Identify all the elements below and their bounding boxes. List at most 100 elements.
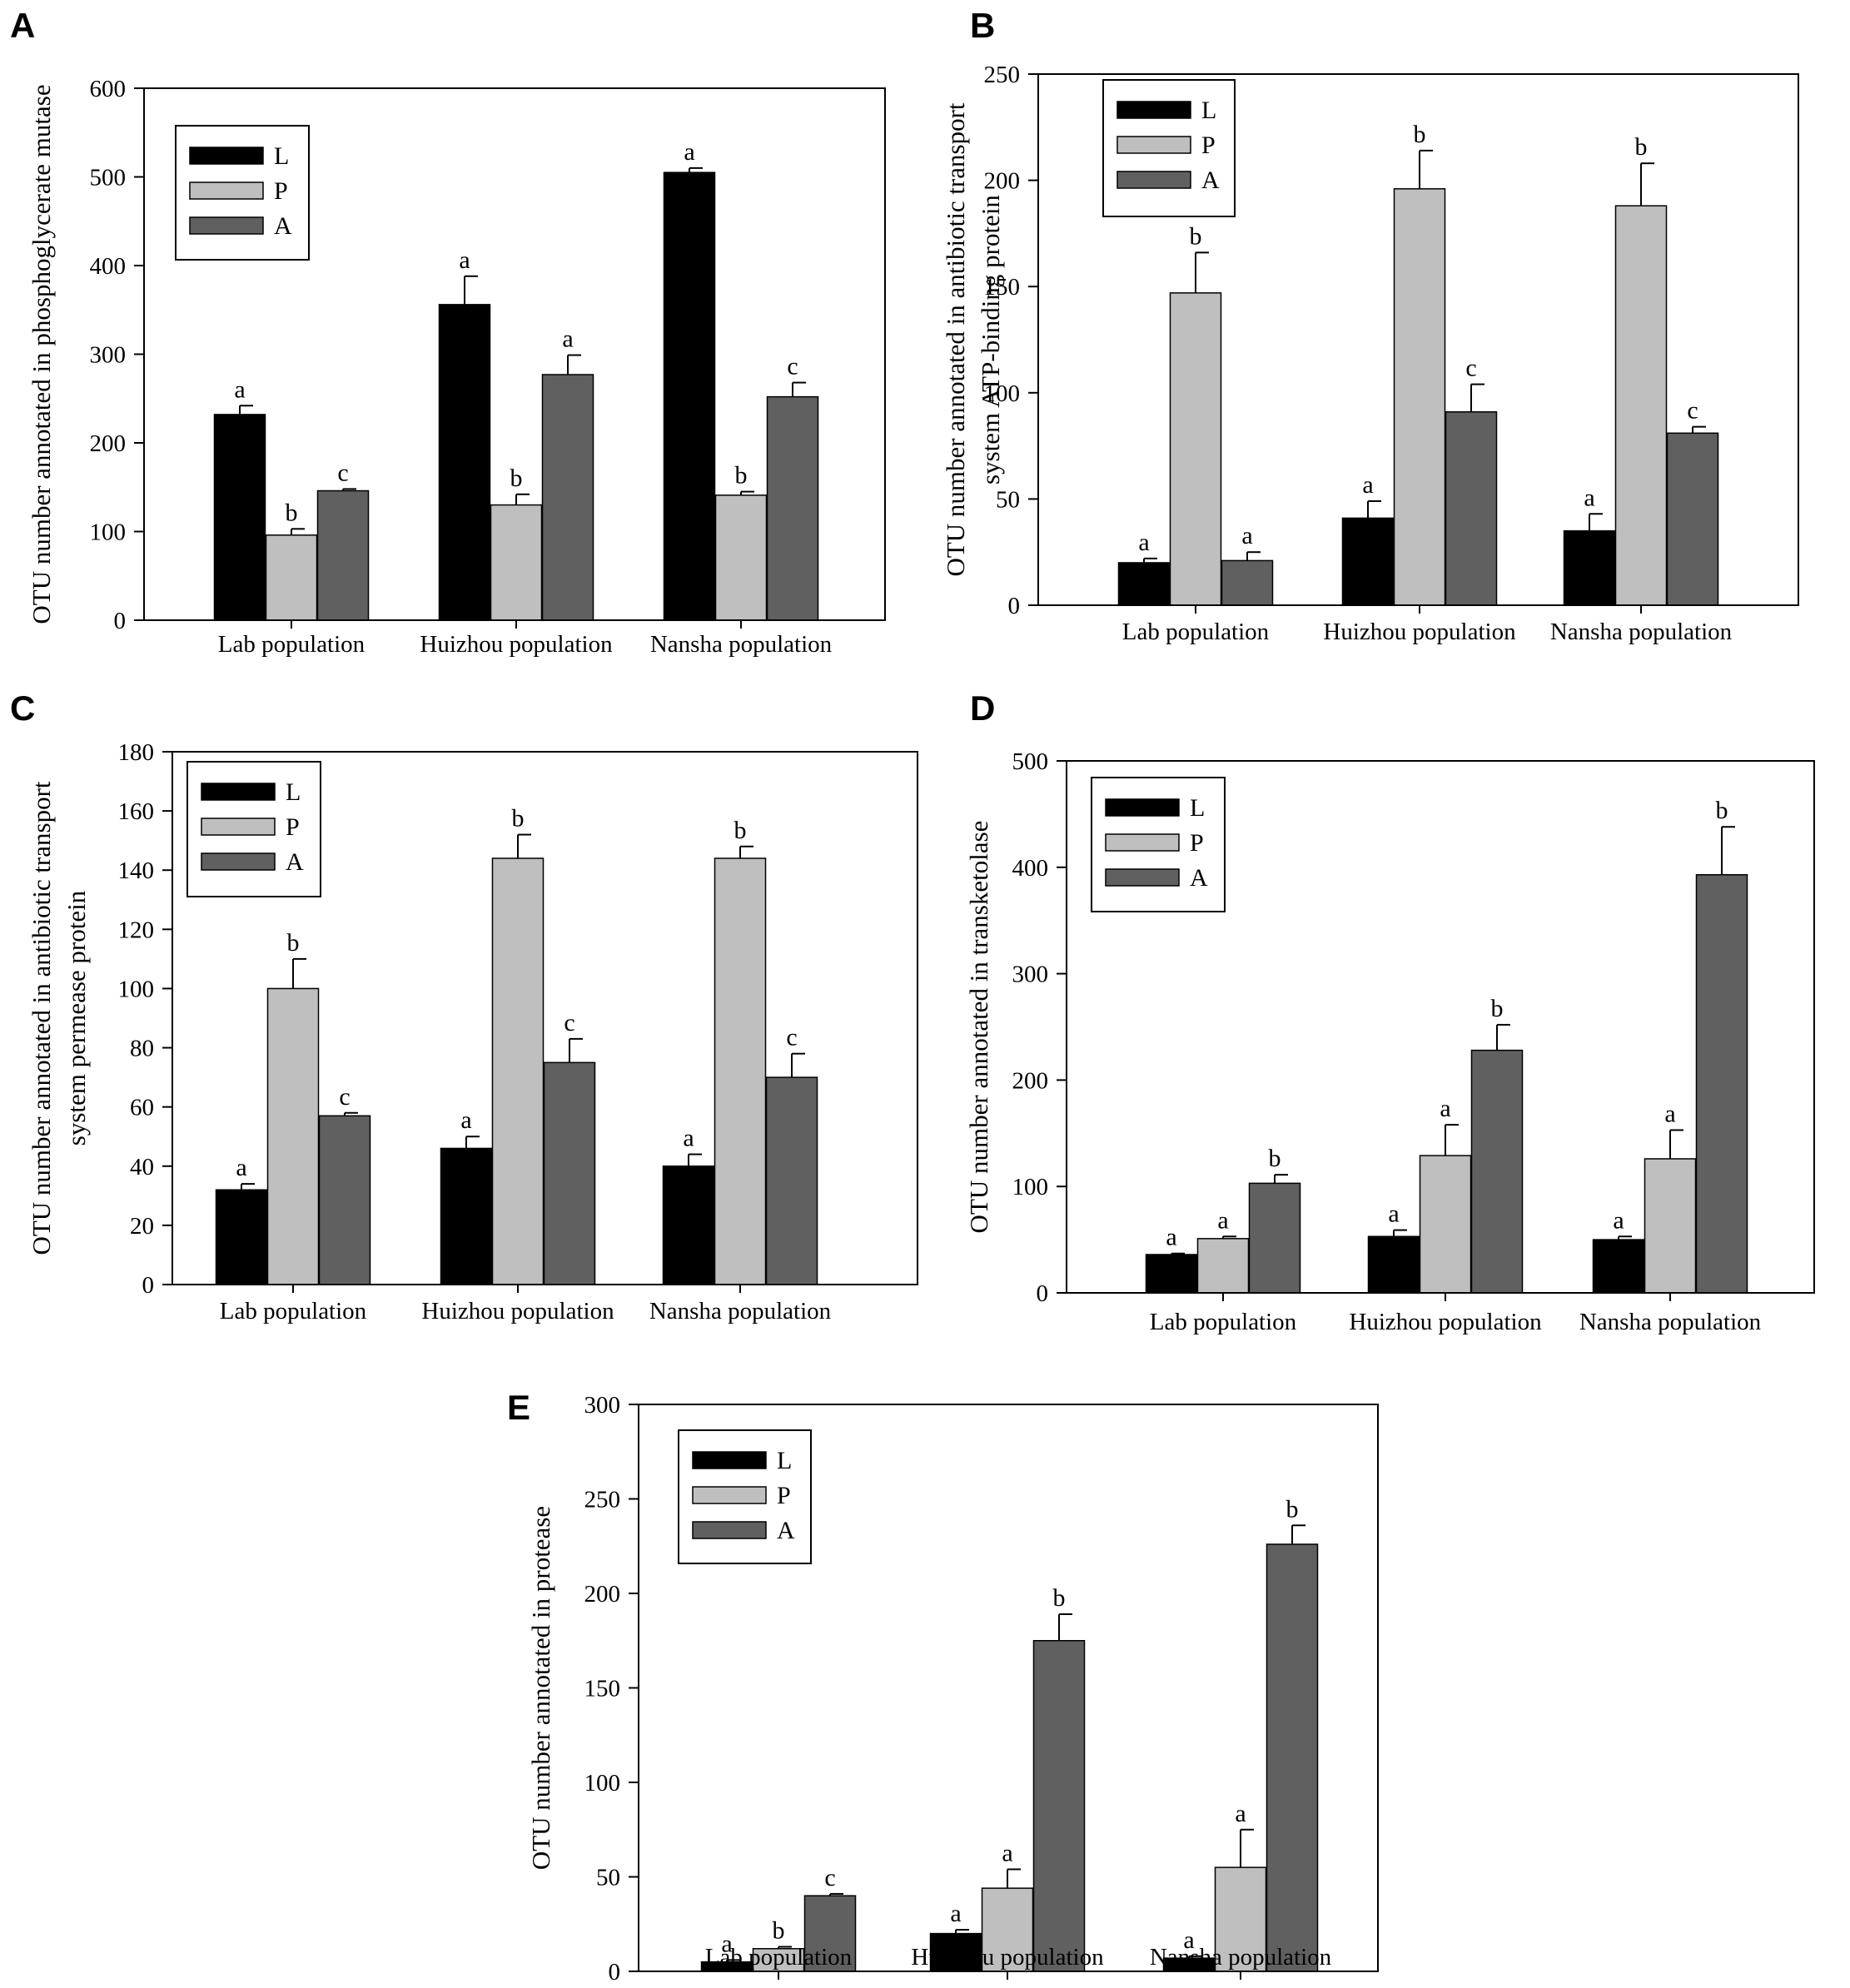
panel-c: Ca a a b b b c c c 0 20 40 60 80 100 120 140 160 180 Lab po… xyxy=(10,688,918,1325)
y-axis-label: OTU number annotated in antibiotic trans… xyxy=(941,102,970,576)
bar-l-2 xyxy=(663,171,716,621)
legend-swatch-p xyxy=(201,818,276,836)
significance-letter: b xyxy=(287,929,300,957)
significance-letter: a xyxy=(1217,1206,1228,1234)
plot-frame xyxy=(1037,73,1799,606)
legend-label-p: P xyxy=(286,813,300,841)
y-axis-label: system ATP-binding protein xyxy=(976,195,1005,485)
bar-a-0 xyxy=(803,1895,857,1972)
significance-letter: a xyxy=(1440,1095,1450,1122)
legend-label-a: A xyxy=(1190,864,1208,892)
bar-l-2 xyxy=(662,1165,715,1285)
significance-letter: a xyxy=(683,1125,694,1152)
panel-b: Ba a a b b b a c c 0 50 100 150 200 250 Lab population H… xyxy=(941,6,1799,645)
legend-label-a: A xyxy=(286,848,304,876)
significance-letter: b xyxy=(773,1916,785,1944)
panel-letter: B xyxy=(970,6,995,45)
significance-letter: b xyxy=(510,465,523,492)
bar-a-2 xyxy=(1266,1543,1319,1972)
bar-p-2 xyxy=(714,495,768,621)
y-tick-label: 160 xyxy=(118,798,155,825)
significance-letter: b xyxy=(1286,1495,1299,1523)
y-tick-label: 300 xyxy=(1012,962,1049,988)
bar-l-0 xyxy=(215,1189,268,1285)
panel-letter: E xyxy=(507,1388,530,1427)
x-category-label: Huizhou population xyxy=(420,631,613,658)
x-category-label: Huizhou population xyxy=(421,1298,614,1325)
significance-letter: b xyxy=(735,462,748,490)
bar-p-0 xyxy=(265,534,318,621)
y-tick-label: 0 xyxy=(114,608,127,634)
y-tick-label: 0 xyxy=(1037,1280,1049,1307)
legend: LPA xyxy=(678,1429,812,1564)
legend: LPA xyxy=(175,125,310,261)
bar-l-0 xyxy=(1117,562,1171,606)
significance-letter: a xyxy=(1138,529,1149,556)
bar-l-1 xyxy=(1367,1235,1420,1294)
bar-l-1 xyxy=(440,1147,493,1285)
x-category-label: Lab population xyxy=(1150,1309,1297,1335)
panel-d: Da a a a a a b b b 0 100 200 300 400 500 Lab population… xyxy=(964,688,1815,1335)
bar-l-0 xyxy=(213,414,266,621)
significance-letter: a xyxy=(562,326,573,353)
legend-swatch-l xyxy=(1105,798,1180,817)
significance-letter: c xyxy=(1687,397,1698,425)
panel-letter: A xyxy=(10,6,35,45)
y-axis-label: OTU number annotated in protease xyxy=(526,1506,555,1870)
legend-swatch-l xyxy=(692,1451,767,1469)
y-tick-label: 60 xyxy=(130,1095,154,1121)
panel-a: Aa a a b b b c a c 0 100 200 300 400 500 600 Lab populat… xyxy=(10,6,886,658)
bar-a-0 xyxy=(1221,559,1274,606)
y-tick-label: 100 xyxy=(984,380,1021,407)
bar-a-1 xyxy=(543,1061,596,1285)
bar-p-1 xyxy=(491,857,545,1285)
y-tick-label: 80 xyxy=(130,1036,154,1062)
y-tick-label: 180 xyxy=(118,739,155,766)
bar-a-2 xyxy=(766,395,819,621)
bar-p-2 xyxy=(1644,1158,1697,1294)
bar-p-0 xyxy=(1196,1238,1250,1294)
legend-label-l: L xyxy=(1201,97,1216,124)
x-category-label: Nansha population xyxy=(1550,619,1733,645)
legend-label-l: L xyxy=(274,142,289,170)
legend-label-a: A xyxy=(1201,166,1220,194)
significance-letter: c xyxy=(339,1083,350,1111)
bar-p-1 xyxy=(1393,188,1446,606)
significance-letter: a xyxy=(1362,471,1373,499)
x-category-label: Nansha population xyxy=(649,1298,832,1325)
significance-letter: c xyxy=(1465,355,1476,382)
y-tick-label: 20 xyxy=(130,1213,154,1240)
x-category-label: Nansha population xyxy=(650,631,833,658)
legend-swatch-a xyxy=(1105,868,1180,887)
y-tick-label: 200 xyxy=(1012,1067,1049,1094)
x-category-label: Lab population xyxy=(220,1298,367,1325)
legend-swatch-p xyxy=(189,181,264,200)
y-tick-label: 100 xyxy=(584,1770,621,1797)
legend-label-a: A xyxy=(777,1517,795,1544)
legend-swatch-p xyxy=(1105,833,1180,852)
y-tick-label: 300 xyxy=(90,342,127,369)
bar-l-2 xyxy=(1592,1239,1645,1294)
significance-letter: b xyxy=(1635,133,1648,161)
bar-a-2 xyxy=(1666,432,1719,606)
bar-a-1 xyxy=(1032,1640,1086,1972)
significance-letter: a xyxy=(950,1900,961,1927)
bar-l-1 xyxy=(929,1932,982,1972)
significance-letter: a xyxy=(234,375,245,403)
x-category-label: Huizhou population xyxy=(911,1944,1104,1971)
y-tick-label: 400 xyxy=(1012,855,1049,882)
significance-letter: b xyxy=(1491,995,1504,1022)
significance-letter: a xyxy=(721,1930,732,1957)
bar-a-0 xyxy=(1248,1182,1301,1294)
significance-letter: b xyxy=(1269,1145,1281,1172)
significance-letter: c xyxy=(787,353,798,380)
significance-letter: a xyxy=(1388,1200,1399,1228)
y-tick-label: 400 xyxy=(90,253,127,280)
bar-a-1 xyxy=(1470,1049,1524,1294)
y-tick-label: 600 xyxy=(90,76,127,102)
bar-a-2 xyxy=(1695,873,1748,1294)
significance-letter: b xyxy=(734,817,747,844)
y-tick-label: 50 xyxy=(996,486,1020,513)
y-tick-label: 100 xyxy=(118,976,155,1002)
significance-letter: a xyxy=(1235,1800,1246,1827)
